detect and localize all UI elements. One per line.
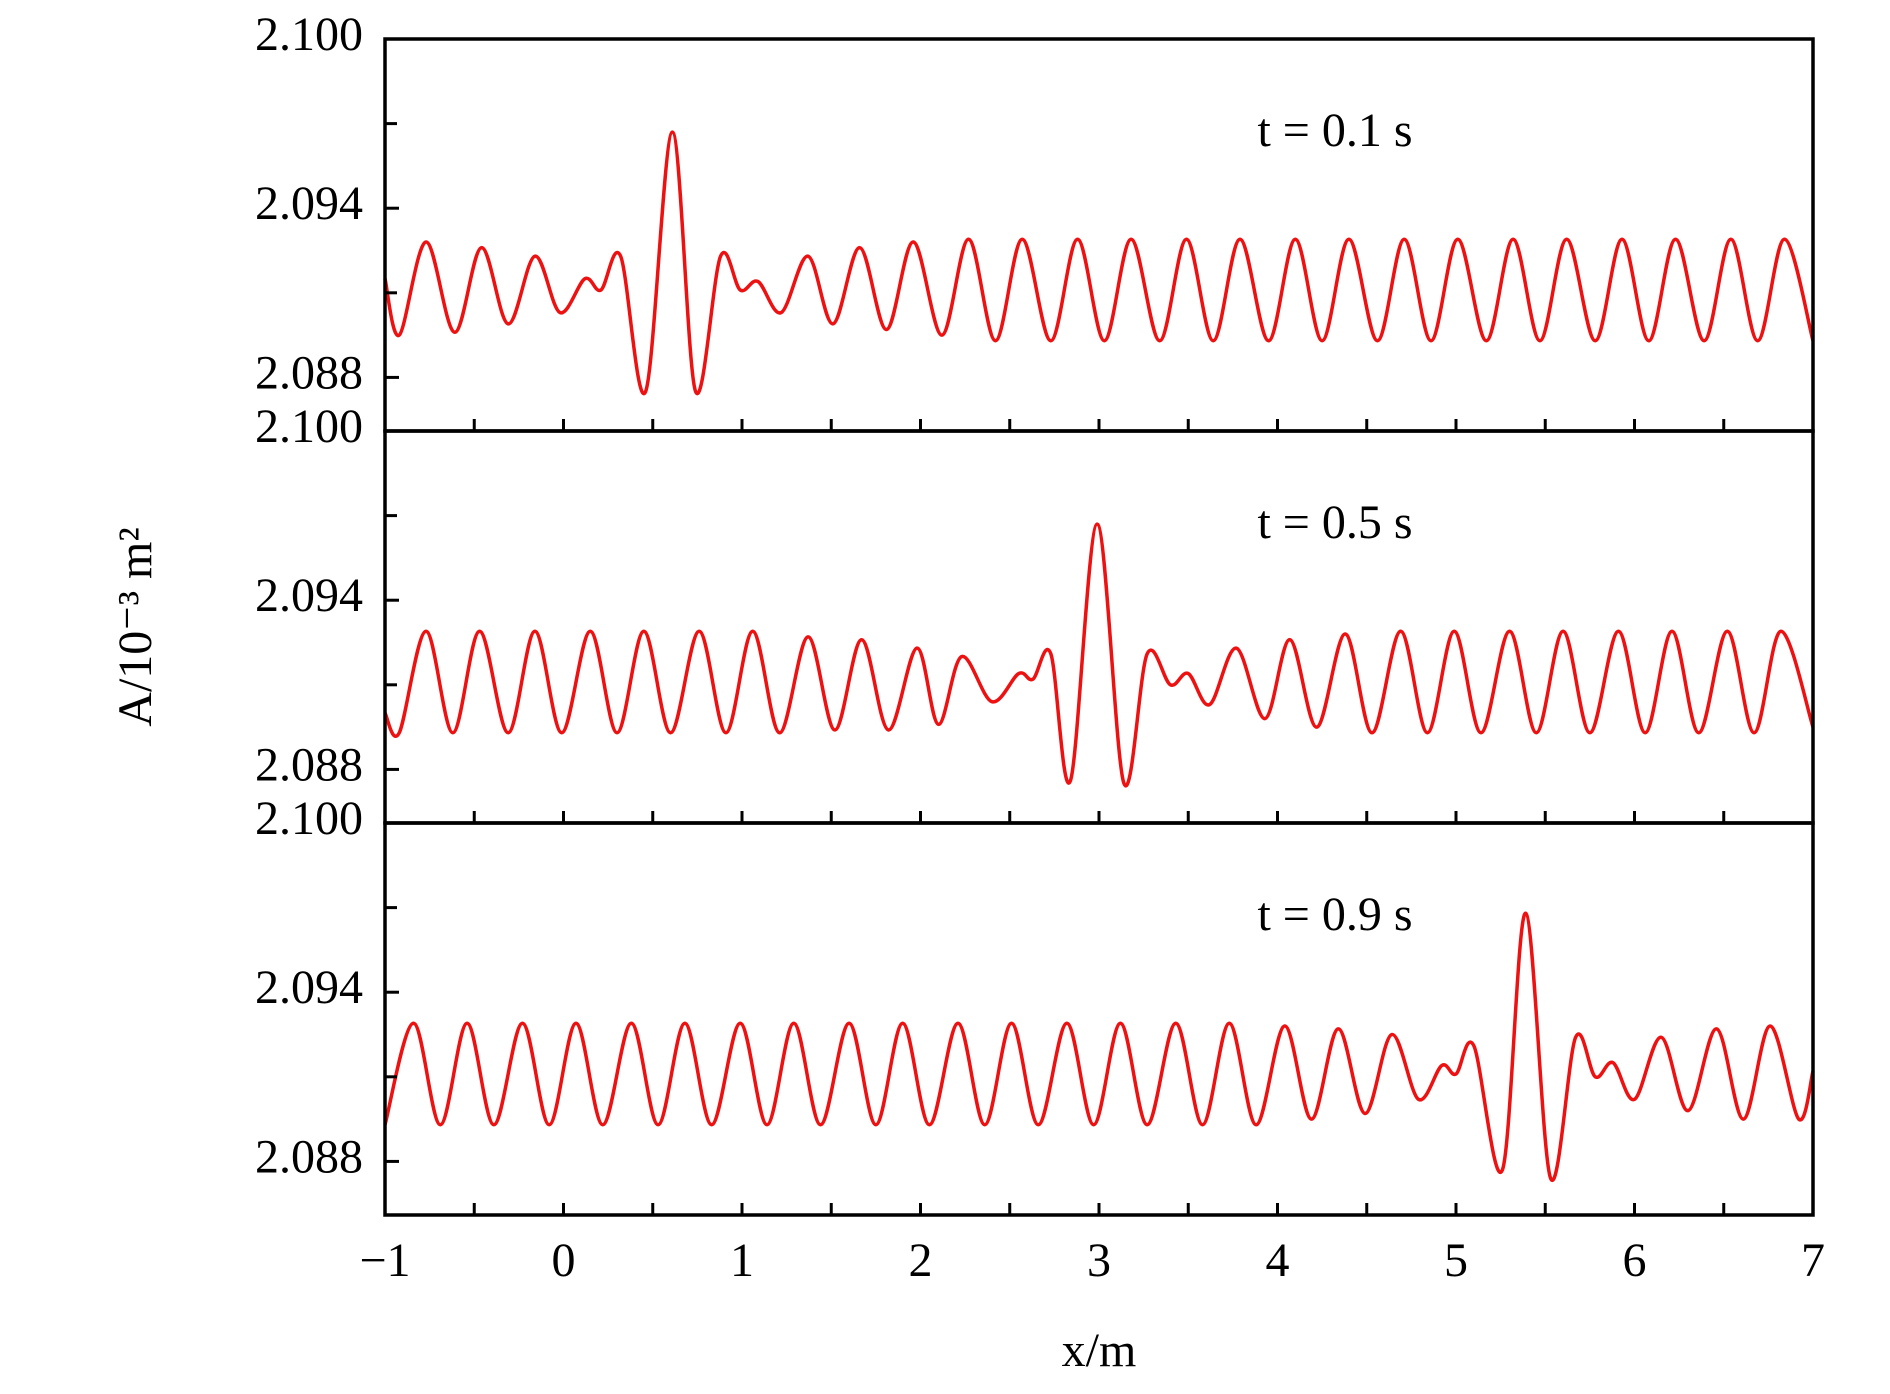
data-line	[383, 911, 1815, 1183]
panel-frame	[383, 429, 1815, 825]
y-tick-label: 2.100	[255, 8, 363, 61]
data-line	[383, 522, 1815, 788]
y-axis-label: A/10⁻³ m²	[109, 527, 162, 726]
x-tick-label: 1	[730, 1234, 754, 1287]
panel-frame	[383, 821, 1815, 1217]
panel-frame	[383, 37, 1815, 433]
annotation: t = 0.1 s	[1257, 104, 1412, 157]
y-tick-label: 2.094	[255, 177, 363, 230]
annotation: t = 0.5 s	[1257, 496, 1412, 549]
y-tick-label: 2.100	[255, 792, 363, 845]
x-tick-label: 6	[1623, 1234, 1647, 1287]
x-axis-label: x/m	[1062, 1324, 1137, 1377]
x-tick-label: 2	[909, 1234, 933, 1287]
y-tick-label: 2.088	[255, 738, 363, 791]
y-tick-label: 2.088	[255, 1130, 363, 1183]
y-tick-label: 2.094	[255, 961, 363, 1014]
x-tick-label: 5	[1444, 1234, 1468, 1287]
x-tick-label: −1	[359, 1234, 410, 1287]
y-tick-label: 2.094	[255, 569, 363, 622]
x-tick-label: 0	[552, 1234, 576, 1287]
y-tick-label: 2.100	[255, 400, 363, 453]
data-line	[383, 130, 1815, 396]
x-tick-label: 7	[1801, 1234, 1825, 1287]
x-tick-label: 3	[1087, 1234, 1111, 1287]
x-tick-label: 4	[1266, 1234, 1290, 1287]
y-tick-label: 2.088	[255, 346, 363, 399]
annotation: t = 0.9 s	[1257, 888, 1412, 941]
